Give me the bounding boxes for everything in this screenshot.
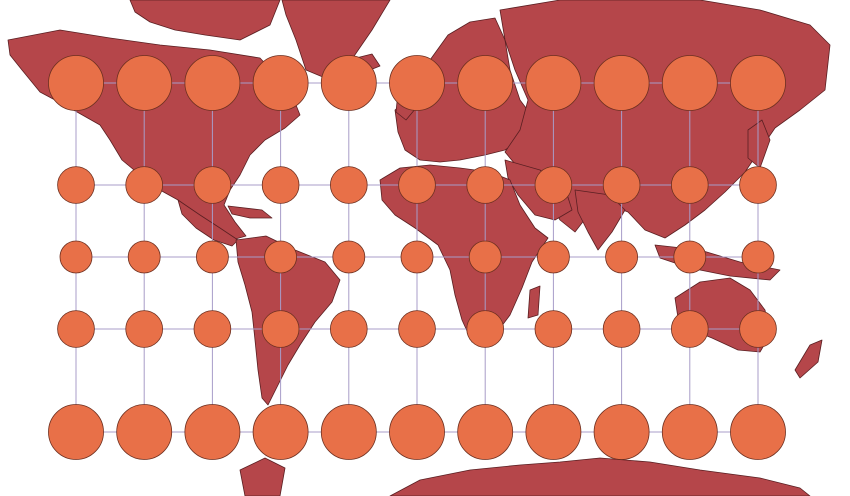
indicatrix-circle [673,240,707,274]
landmass-antarctica [389,457,811,496]
landmass-new-zealand [794,339,823,379]
landmass-antarctic-peninsula [239,457,286,496]
indicatrix-circle [593,55,650,111]
indicatrix-circle [329,310,368,348]
indicatrix-circle [525,404,582,460]
indicatrix-circle [398,166,436,204]
indicatrix-circle [57,166,95,204]
indicatrix-circle [602,166,641,204]
indicatrix-circle [184,404,241,460]
indicatrix-circle [261,310,300,348]
indicatrix-circle [602,310,641,348]
indicatrix-circle [389,404,445,460]
indicatrix-circle [457,55,514,111]
indicatrix-circle [127,240,161,274]
indicatrix-circle [468,240,502,274]
indicatrix-circle [59,240,93,274]
indicatrix-circle [264,240,298,274]
landmass-arctic-islands [129,0,281,41]
indicatrix-circle [252,404,309,460]
landmass-caribbean [227,205,273,219]
indicatrix-circle [320,404,377,460]
indicatrix-circle [57,310,95,348]
landmass-madagascar [527,285,541,319]
indicatrix-circle [730,55,786,111]
indicatrix-circle [116,55,173,111]
landmass-japan [747,119,771,169]
indicatrix-circle [661,55,718,111]
indicatrix-circle [537,240,570,274]
indicatrix-circle [534,310,573,348]
indicatrix-circle [739,166,777,204]
indicatrix-circle [329,166,368,204]
indicatrix-circle [389,55,445,111]
tissot-indicatrix [48,55,786,460]
indicatrix-circle [730,404,786,460]
indicatrix-circle [457,404,514,460]
indicatrix-circle [193,166,232,204]
landmass-central-america [177,199,239,247]
indicatrix-circle [466,310,505,348]
indicatrix-circle [116,404,173,460]
indicatrix-circle [332,240,366,274]
indicatrix-circle [670,166,709,204]
indicatrix-circle [184,55,241,111]
indicatrix-circle [741,240,775,274]
indicatrix-circle [400,240,434,274]
indicatrix-circle [125,310,163,348]
indicatrix-circle [670,310,709,348]
indicatrix-circle [398,310,436,348]
indicatrix-circle [125,166,163,204]
indicatrix-circle [48,55,104,111]
indicatrix-circle [48,404,104,460]
indicatrix-circle [534,166,573,204]
indicatrix-circle [252,55,309,111]
indicatrix-circle [593,404,650,460]
indicatrix-circle [525,55,582,111]
indicatrix-circle [466,166,505,204]
indicatrix-circle [193,310,232,348]
indicatrix-circle [739,310,777,348]
indicatrix-circle [605,240,638,274]
indicatrix-circle [261,166,300,204]
indicatrix-circle [661,404,718,460]
indicatrix-circle [195,240,229,274]
indicatrix-circle [320,55,377,111]
